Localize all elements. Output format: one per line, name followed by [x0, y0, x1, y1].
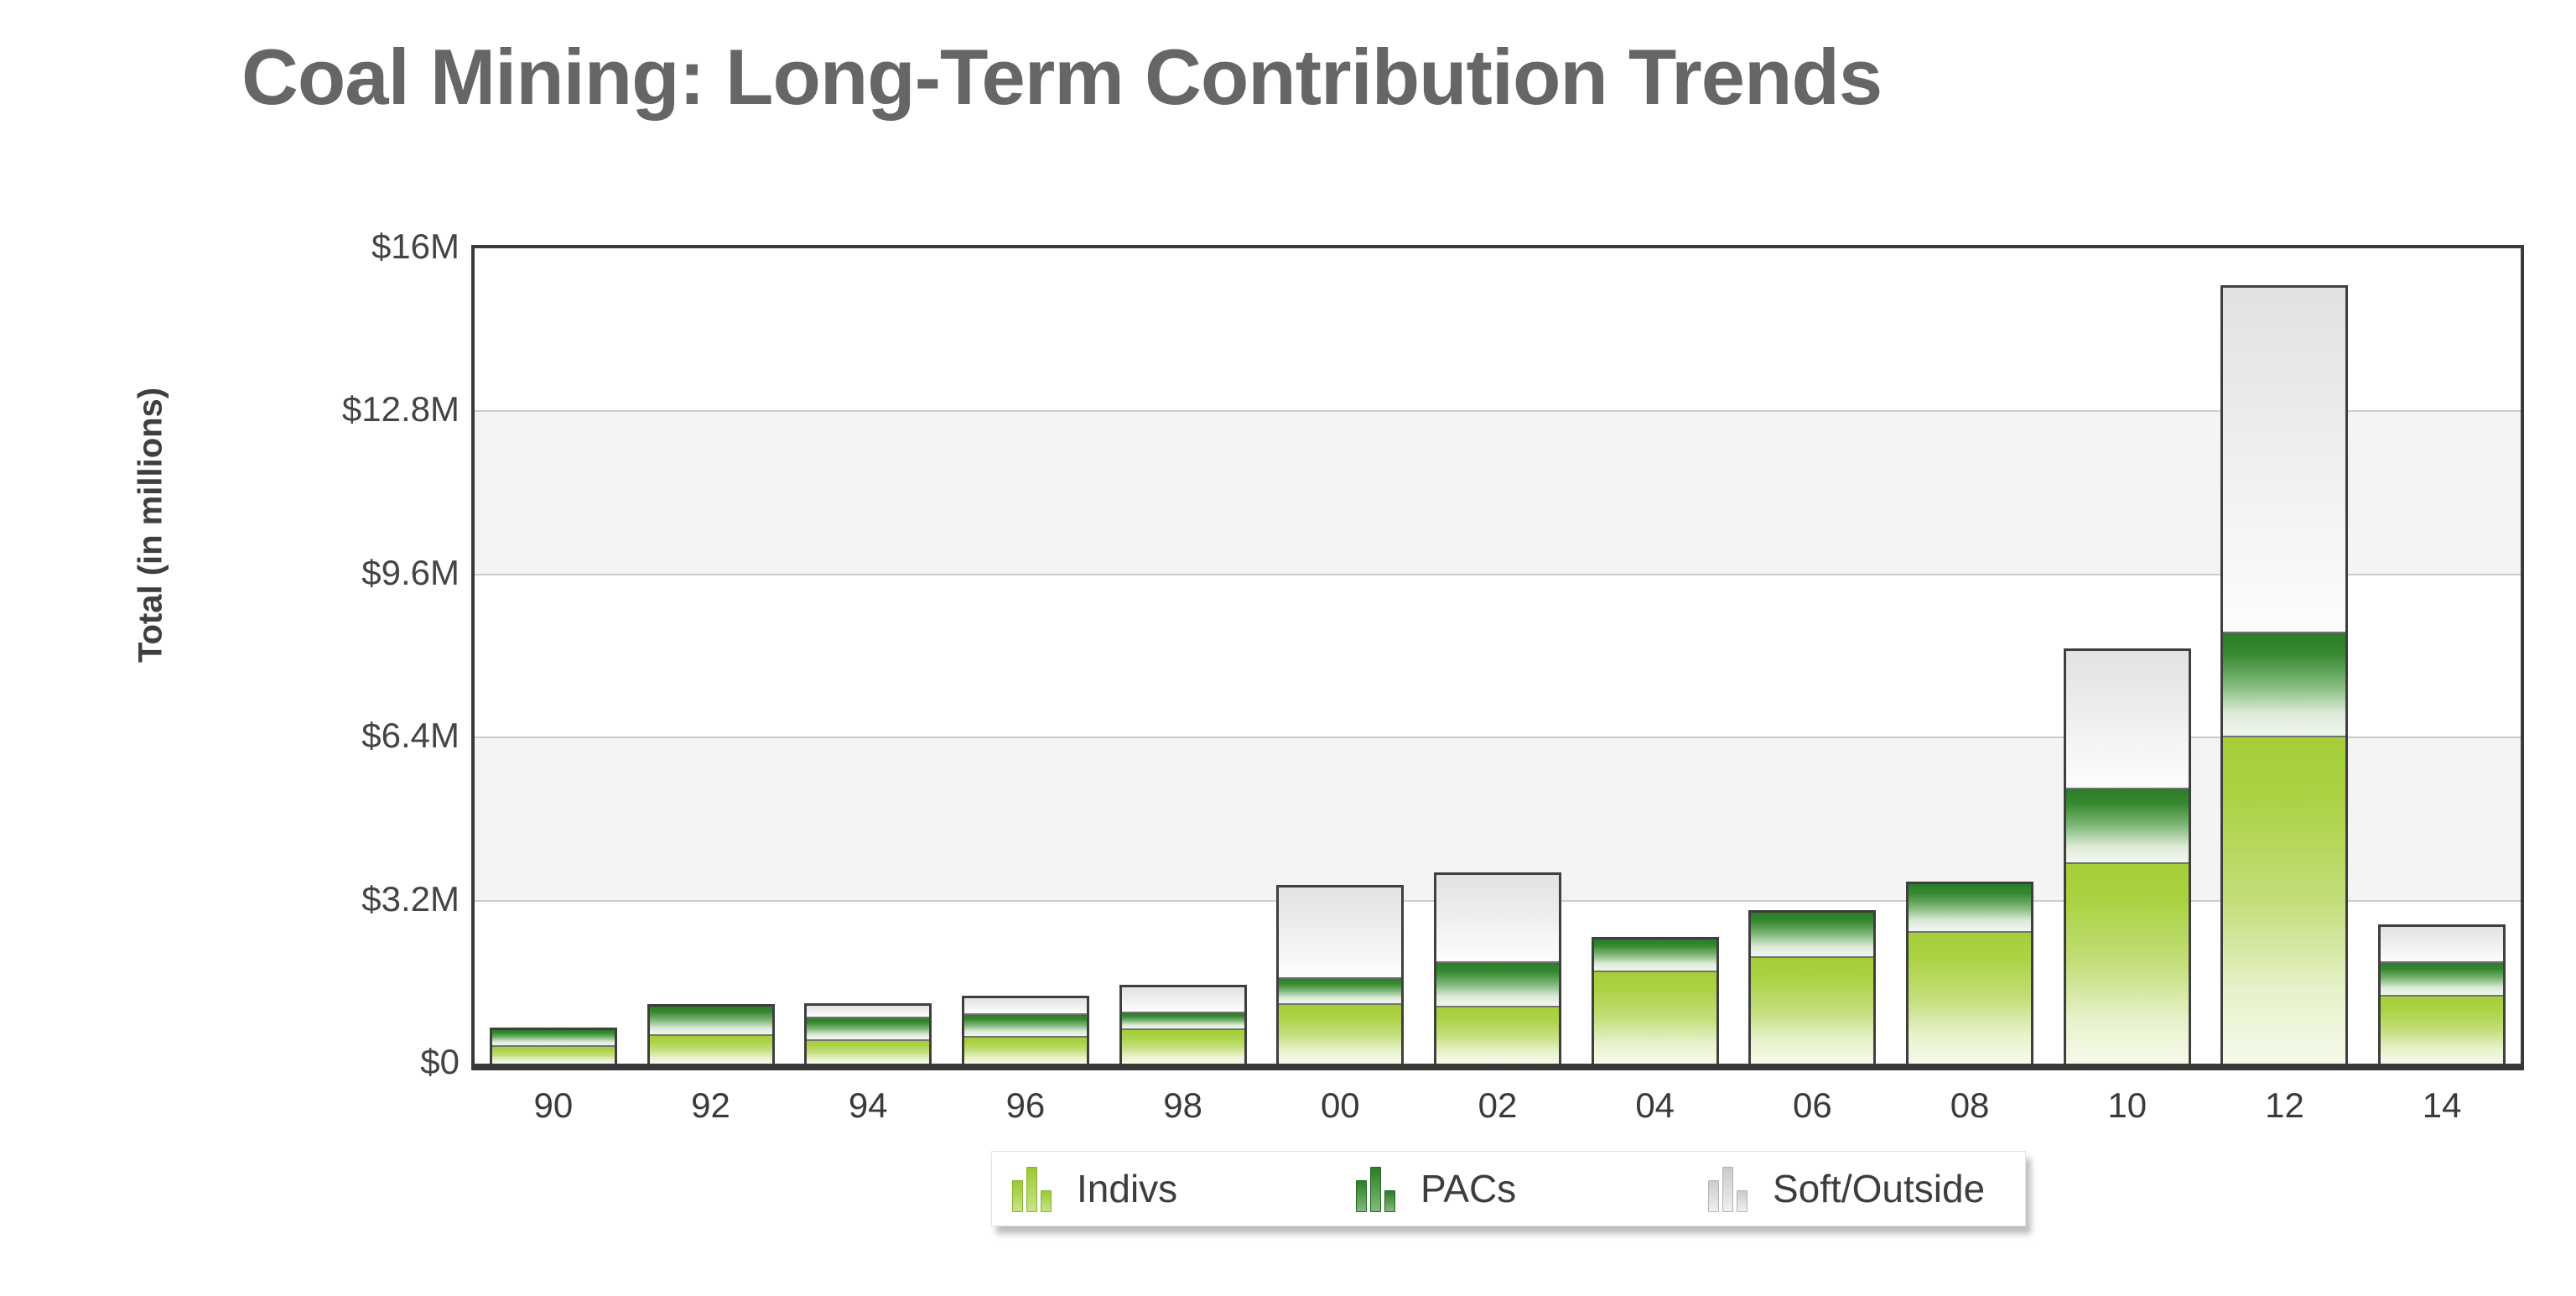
- y-tick-label: $16M: [371, 226, 460, 266]
- x-tick-label: 96: [1005, 1085, 1046, 1125]
- x-tick-label: 12: [2265, 1085, 2304, 1125]
- bar-segment-soft[interactable]: [2381, 927, 2504, 961]
- x-tick-label: 92: [691, 1085, 730, 1125]
- x-tick-label: 00: [1320, 1085, 1360, 1125]
- gridline: [475, 736, 2521, 739]
- bar-segment-soft[interactable]: [807, 1006, 930, 1017]
- bar-segment-indivs[interactable]: [2381, 994, 2504, 1064]
- bar-segment-pacs[interactable]: [649, 1006, 772, 1035]
- x-tick-label: 02: [1478, 1085, 1518, 1125]
- bar-segment-indivs[interactable]: [491, 1044, 615, 1064]
- bar-segment-indivs[interactable]: [2065, 862, 2189, 1064]
- bar-segment-soft[interactable]: [1436, 874, 1559, 961]
- bar-98[interactable]: [1119, 985, 1247, 1064]
- bar-segment-indivs[interactable]: [649, 1034, 772, 1064]
- plot-area: [471, 245, 2524, 1070]
- bar-segment-indivs[interactable]: [807, 1039, 930, 1064]
- x-tick-label: 90: [533, 1085, 574, 1125]
- bar-segment-indivs[interactable]: [1121, 1028, 1244, 1064]
- bar-04[interactable]: [1591, 936, 1719, 1064]
- bar-segment-pacs[interactable]: [1279, 976, 1402, 1003]
- bar-segment-pacs[interactable]: [2223, 632, 2346, 736]
- x-tick-label: 10: [2107, 1085, 2148, 1125]
- bar-segment-soft[interactable]: [963, 997, 1087, 1014]
- bar-segment-pacs[interactable]: [2381, 960, 2504, 995]
- bar-segment-soft[interactable]: [2065, 650, 2189, 788]
- x-tick-label: 04: [1635, 1085, 1675, 1125]
- plot-canvas: [475, 248, 2521, 1064]
- bar-segment-soft[interactable]: [1279, 887, 1402, 977]
- legend-label: Soft/Outside: [1773, 1167, 1986, 1210]
- x-tick-label: 14: [2422, 1085, 2462, 1125]
- mini-bar-chart-icon: [1356, 1165, 1395, 1212]
- x-tick-label: 08: [1950, 1085, 1990, 1125]
- x-tick-label: 06: [1793, 1085, 1832, 1125]
- bar-segment-pacs[interactable]: [1121, 1012, 1244, 1029]
- chart-title: Coal Mining: Long-Term Contribution Tren…: [242, 33, 1883, 121]
- y-tick-label: $3.2M: [361, 878, 460, 919]
- x-tick-label: 98: [1163, 1085, 1202, 1125]
- bar-06[interactable]: [1748, 909, 1877, 1064]
- bar-00[interactable]: [1276, 884, 1405, 1064]
- legend-item-soft[interactable]: Soft/Outside: [1708, 1152, 1985, 1226]
- bar-segment-soft[interactable]: [2223, 287, 2346, 632]
- gridline: [475, 573, 2521, 575]
- grid-band: [475, 411, 2521, 575]
- y-tick-label: $0: [420, 1042, 460, 1081]
- legend-label: Indivs: [1077, 1167, 1178, 1210]
- mini-bar-chart-icon: [1012, 1165, 1052, 1212]
- legend-item-pacs[interactable]: PACs: [1356, 1152, 1516, 1226]
- bar-segment-pacs[interactable]: [2065, 787, 2189, 863]
- bar-segment-indivs[interactable]: [1909, 931, 2032, 1064]
- legend: Indivs PACs Soft/Outside: [991, 1151, 2026, 1226]
- bar-segment-indivs[interactable]: [1751, 956, 1874, 1064]
- bar-segment-indivs[interactable]: [963, 1036, 1087, 1064]
- bar-segment-indivs[interactable]: [1279, 1002, 1402, 1064]
- bar-segment-pacs[interactable]: [963, 1013, 1087, 1037]
- bar-14[interactable]: [2378, 924, 2506, 1064]
- y-tick-label: $9.6M: [361, 552, 460, 592]
- bar-segment-indivs[interactable]: [1593, 971, 1716, 1064]
- bar-segment-indivs[interactable]: [1436, 1005, 1559, 1064]
- legend-item-indivs[interactable]: Indivs: [1012, 1152, 1177, 1226]
- bar-segment-pacs[interactable]: [1751, 912, 1874, 957]
- bar-96[interactable]: [961, 995, 1089, 1064]
- bar-segment-pacs[interactable]: [1909, 883, 2032, 932]
- bar-94[interactable]: [804, 1003, 932, 1064]
- bar-segment-pacs[interactable]: [807, 1016, 930, 1040]
- bar-segment-indivs[interactable]: [2223, 736, 2346, 1064]
- bar-10[interactable]: [2063, 648, 2191, 1064]
- y-tick-label: $6.4M: [361, 716, 460, 756]
- bar-02[interactable]: [1434, 872, 1561, 1064]
- x-tick-label: 94: [848, 1085, 888, 1125]
- bar-12[interactable]: [2220, 284, 2349, 1064]
- bar-segment-pacs[interactable]: [1436, 960, 1559, 1006]
- bar-segment-soft[interactable]: [1121, 987, 1244, 1012]
- legend-label: PACs: [1420, 1167, 1517, 1210]
- bar-segment-pacs[interactable]: [491, 1029, 615, 1045]
- gridline: [475, 410, 2521, 413]
- bar-08[interactable]: [1906, 881, 2034, 1064]
- y-axis-title: Total (in millions): [132, 387, 169, 663]
- mini-bar-chart-icon: [1708, 1165, 1748, 1212]
- y-tick-label: $12.8M: [341, 389, 460, 429]
- bar-segment-pacs[interactable]: [1593, 939, 1716, 971]
- bar-92[interactable]: [647, 1003, 775, 1064]
- bar-90[interactable]: [489, 1027, 617, 1064]
